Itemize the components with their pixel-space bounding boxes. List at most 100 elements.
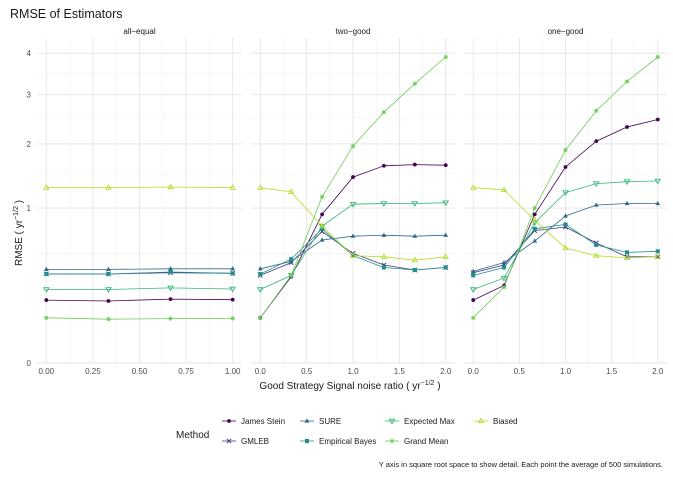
y-tick-label-4: 4 <box>27 49 32 58</box>
data-point-expected-max <box>654 178 662 185</box>
legend-key-marker <box>305 439 309 443</box>
data-point-empirical-bayes <box>412 268 417 273</box>
data-point-grand-mean <box>594 108 599 113</box>
data-point-grand-mean <box>168 316 173 321</box>
data-point-james-stein <box>382 163 386 168</box>
data-point-grand-mean <box>44 315 49 321</box>
chart-title: RMSE of Estimators <box>10 7 123 21</box>
legend-key-marker <box>227 419 231 423</box>
legend-label: Expected Max <box>404 417 455 426</box>
data-point-empirical-bayes <box>168 269 173 274</box>
data-point-sure <box>563 213 568 218</box>
data-point-biased <box>531 216 538 223</box>
data-point-expected-max <box>380 201 388 207</box>
data-point-sure <box>257 266 263 271</box>
x-tick-label: 0.00 <box>39 367 55 376</box>
series-line-sure <box>46 268 233 270</box>
data-point-biased <box>229 184 236 190</box>
data-point-expected-max <box>411 201 419 207</box>
data-point-expected-max <box>349 201 357 208</box>
data-point-grand-mean <box>412 81 418 86</box>
x-tick-label: 2.0 <box>652 367 664 376</box>
data-point-empirical-bayes <box>655 249 660 254</box>
chart-caption: Y axis in square root space to show deta… <box>379 460 663 469</box>
data-point-james-stein <box>594 139 599 144</box>
data-point-james-stein <box>168 297 173 302</box>
data-point-biased <box>167 183 174 190</box>
data-point-biased <box>654 253 661 259</box>
data-point-biased <box>500 186 508 192</box>
legend-label: Biased <box>493 417 517 426</box>
data-point-grand-mean <box>350 143 356 149</box>
data-point-sure <box>168 266 173 271</box>
legend-item-empirical-bayes: Empirical Bayes <box>300 437 376 446</box>
legend-label: Empirical Bayes <box>319 437 376 446</box>
data-point-grand-mean <box>563 147 568 153</box>
data-point-james-stein <box>230 297 235 302</box>
data-point-james-stein <box>563 165 568 169</box>
x-tick-label: 2.0 <box>440 367 452 376</box>
data-point-grand-mean <box>381 110 387 115</box>
data-point-biased <box>105 184 112 190</box>
y-tick-label-3: 3 <box>27 91 32 100</box>
data-point-james-stein <box>320 212 324 217</box>
data-point-james-stein <box>443 163 448 168</box>
y-tick-label-2: 2 <box>27 140 32 149</box>
legend-key-marker <box>477 417 485 424</box>
data-point-grand-mean <box>319 194 325 200</box>
legend-item-sure: SURE <box>300 417 341 426</box>
data-point-biased <box>470 184 477 190</box>
data-point-sure <box>106 266 111 271</box>
x-tick-label: 0.0 <box>255 367 267 376</box>
x-tick-label: 0.25 <box>85 367 101 376</box>
legend-key-marker <box>388 418 396 425</box>
data-point-expected-max <box>500 275 508 282</box>
legend-key-marker <box>389 438 395 444</box>
x-axis-title: Good Strategy Signal noise ratio ( yr−1/… <box>259 380 440 392</box>
data-point-biased <box>318 222 326 229</box>
data-point-sure <box>624 200 630 206</box>
data-point-grand-mean <box>106 316 111 322</box>
legend-key-marker <box>304 418 310 423</box>
data-point-biased <box>442 253 449 259</box>
data-point-empirical-bayes <box>532 226 537 231</box>
data-point-james-stein <box>532 212 537 217</box>
data-point-expected-max <box>256 287 264 293</box>
x-tick-label: 1.5 <box>394 367 406 376</box>
legend-item-grand-mean: Grand Mean <box>385 437 448 446</box>
data-point-sure <box>350 233 356 238</box>
data-point-sure <box>412 233 418 238</box>
x-tick-label: 0.5 <box>514 367 526 376</box>
data-point-grand-mean <box>230 316 235 321</box>
data-point-sure <box>532 238 538 243</box>
series-line-biased <box>473 187 658 259</box>
data-point-expected-max <box>469 287 477 293</box>
legend-item-expected-max: Expected Max <box>385 417 455 426</box>
data-point-james-stein <box>625 125 629 129</box>
data-point-james-stein <box>655 117 660 122</box>
data-point-james-stein <box>351 175 355 179</box>
data-point-empirical-bayes <box>594 243 599 248</box>
data-point-grand-mean <box>288 273 294 278</box>
data-point-grand-mean <box>443 54 448 60</box>
legend-item-biased: Biased <box>474 417 517 426</box>
data-point-sure <box>501 259 507 265</box>
legend-key-marker-stroke-b <box>226 438 232 444</box>
data-point-expected-max <box>531 220 539 227</box>
data-point-biased <box>288 188 295 194</box>
data-point-biased <box>623 254 631 260</box>
facet-panels: 0 1 2 3 4 all−equal 0.00 0.25 0.50 0.75 1.00 two−go… <box>27 27 667 376</box>
data-point-biased <box>411 256 418 263</box>
data-point-james-stein <box>44 298 49 302</box>
data-point-expected-max <box>42 287 50 293</box>
data-point-empirical-bayes <box>289 257 294 262</box>
data-point-sure <box>319 237 325 242</box>
data-point-expected-max <box>229 286 237 293</box>
data-point-expected-max <box>592 181 600 188</box>
y-axis-title: RMSE ( yr−1/2 ) <box>13 200 25 266</box>
data-point-james-stein <box>106 299 111 303</box>
x-tick-label: 0.5 <box>301 367 313 376</box>
data-point-biased <box>593 252 600 258</box>
series-line-grand-mean <box>46 317 233 320</box>
legend-item-james-stein: James Stein <box>222 417 285 426</box>
